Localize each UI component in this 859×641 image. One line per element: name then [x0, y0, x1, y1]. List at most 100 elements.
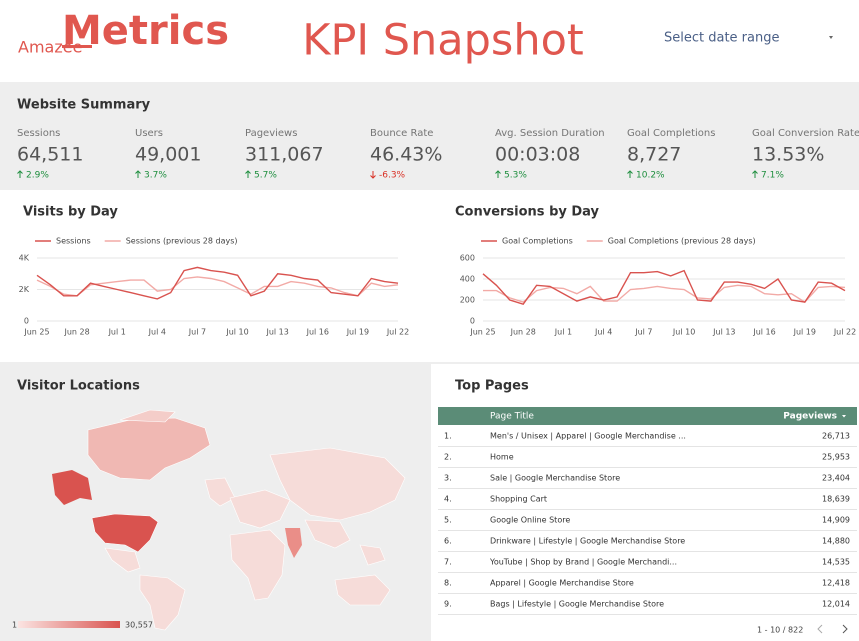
x-tick-label: Jun 28: [510, 328, 536, 337]
x-tick-label: Jul 13: [265, 328, 288, 337]
metric-value: 13.53%: [752, 144, 824, 166]
metric-value: 46.43%: [370, 144, 442, 166]
metric-value: 49,001: [135, 144, 201, 166]
pageviews: 23,404: [822, 474, 850, 483]
country: [285, 528, 302, 558]
metric-value: 64,511: [17, 144, 83, 166]
logo-small: Amazee: [18, 38, 82, 57]
x-tick-label: Jun 28: [63, 328, 89, 337]
metrics: Sessions 64,511 2.9% Users 49,001 3.7% Pagevie…: [17, 128, 859, 181]
map-legend-min: 1: [12, 621, 17, 630]
metric-change: 2.9%: [26, 171, 49, 181]
pagination: 1 - 10 / 822: [757, 626, 803, 635]
metric-change: 7.1%: [761, 171, 784, 181]
x-tick-label: Jul 19: [793, 328, 816, 337]
page-title: Apparel | Google Merchandise Store: [490, 579, 634, 588]
pageviews: 25,953: [822, 453, 850, 462]
metric-label: Sessions: [17, 128, 60, 139]
x-tick-label: Jul 1: [554, 328, 572, 337]
pageviews: 12,014: [822, 600, 850, 609]
pageviews: 18,639: [822, 495, 850, 504]
metric-value: 8,727: [627, 144, 681, 166]
country: [91, 513, 159, 553]
page-title: Men's / Unisex | Apparel | Google Mercha…: [490, 432, 686, 441]
change-arrow: [17, 170, 23, 178]
legend-label: Sessions: [56, 237, 91, 246]
x-tick-label: Jul 1: [108, 328, 126, 337]
x-tick-label: Jul 16: [306, 328, 329, 337]
section-title: Top Pages: [455, 379, 529, 394]
column-header[interactable]: Page Title: [490, 412, 534, 422]
legend-label: Goal Completions (previous 28 days): [608, 237, 756, 246]
metric-change: 5.3%: [504, 171, 527, 181]
row-index: 5.: [444, 516, 452, 525]
country: [52, 470, 92, 505]
date-range[interactable]: Select date range: [664, 31, 779, 46]
x-tick-label: Jun 25: [469, 328, 495, 337]
page-title: Home: [490, 453, 514, 462]
change-arrow: [627, 170, 633, 178]
row-index: 1.: [444, 432, 452, 441]
row-index: 3.: [444, 474, 452, 483]
country: [104, 547, 141, 573]
country: [359, 544, 386, 566]
summary-panel: [0, 82, 859, 190]
y-tick-label: 400: [460, 275, 475, 284]
page-title: Google Online Store: [490, 516, 570, 525]
metric-change: 5.7%: [254, 171, 277, 181]
pageviews: 14,880: [822, 537, 850, 546]
series-line: [482, 269, 846, 306]
metric-label: Goal Completions: [627, 128, 715, 139]
metric-label: Avg. Session Duration: [495, 128, 605, 139]
row-index: 8.: [444, 579, 452, 588]
metric-change: 10.2%: [636, 171, 665, 181]
page-title: Shopping Cart: [490, 495, 547, 504]
series-line: [483, 284, 846, 304]
dropdown-icon[interactable]: [829, 36, 833, 39]
logo-rule: [62, 45, 92, 48]
column-header[interactable]: Pageviews: [783, 412, 837, 422]
metric-change: 3.7%: [144, 171, 167, 181]
pageviews: 26,713: [822, 432, 850, 441]
prev-page[interactable]: [817, 624, 823, 634]
y-tick-label: 600: [460, 254, 475, 263]
y-tick-label: 0: [24, 317, 29, 326]
change-arrow: [245, 170, 251, 178]
change-arrow: [135, 170, 141, 178]
world-map: [52, 409, 406, 631]
metric-label: Users: [135, 128, 163, 139]
chart-title: Conversions by Day: [455, 205, 600, 220]
x-tick-label: Jul 7: [634, 328, 652, 337]
y-tick-label: 4K: [19, 254, 30, 263]
x-tick-label: Jun 25: [23, 328, 49, 337]
chart-title: Visits by Day: [23, 205, 118, 220]
change-arrow: [752, 170, 758, 178]
country: [139, 574, 186, 631]
section-title: Website Summary: [17, 98, 151, 113]
change-arrow: [495, 170, 501, 178]
row-index: 4.: [444, 495, 452, 504]
change-arrow: [370, 171, 376, 179]
row-index: 9.: [444, 600, 452, 609]
metric-value: 311,067: [245, 144, 324, 166]
country: [229, 529, 286, 601]
sort-icon[interactable]: [842, 415, 846, 418]
country: [204, 477, 236, 507]
country: [119, 409, 176, 423]
page-title: Sale | Google Merchandise Store: [490, 474, 620, 483]
metric-label: Goal Conversion Rate: [752, 128, 859, 139]
x-tick-label: Jul 22: [833, 328, 856, 337]
series-line: [36, 276, 399, 297]
map-legend-scale: [18, 621, 120, 628]
x-tick-label: Jul 22: [386, 328, 409, 337]
x-tick-label: Jul 10: [672, 328, 695, 337]
next-page[interactable]: [842, 624, 848, 634]
metric-change: -6.3%: [379, 171, 406, 181]
section-title: Visitor Locations: [17, 379, 140, 394]
x-tick-label: Jul 13: [712, 328, 735, 337]
country: [304, 519, 351, 549]
x-tick-label: Jul 7: [188, 328, 206, 337]
country: [229, 489, 291, 529]
